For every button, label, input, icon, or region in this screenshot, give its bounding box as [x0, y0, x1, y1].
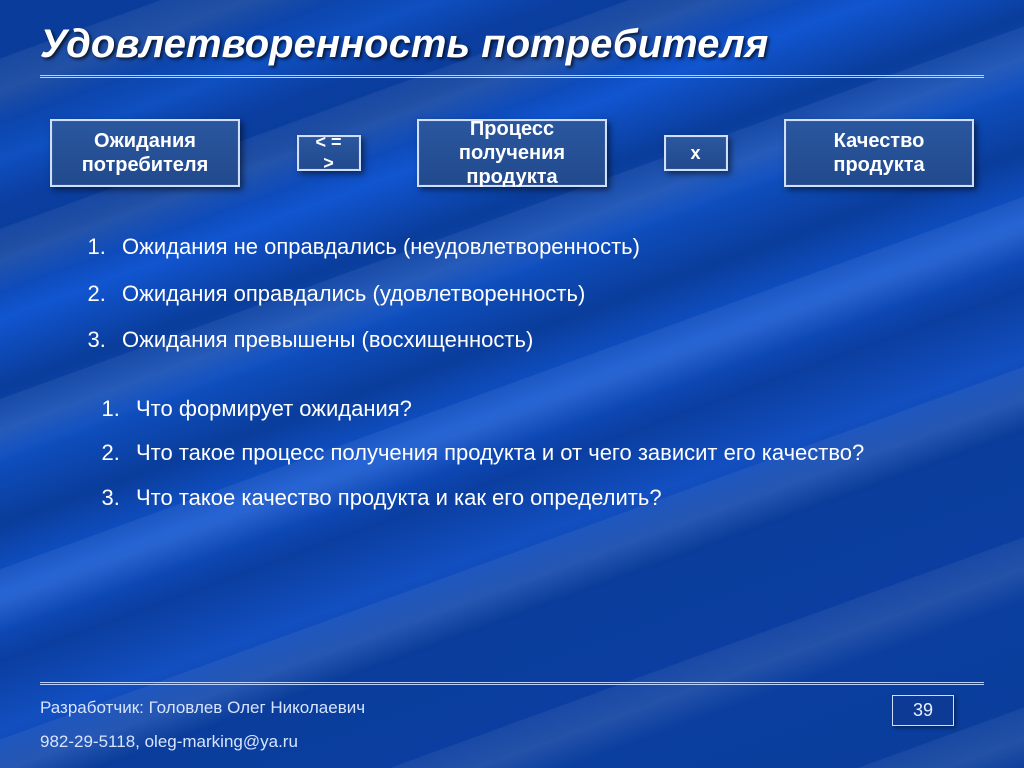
box-quality: Качество продукта — [784, 119, 974, 187]
list-item: Ожидания превышены (восхищенность) — [112, 326, 984, 355]
footer-author: Разработчик: Головлев Олег Николаевич — [40, 698, 984, 718]
box-operator-compare: < = > — [297, 135, 361, 171]
equation-row: Ожидания потребителя < = > Процесс получ… — [40, 119, 984, 187]
box-operator-times: x — [664, 135, 728, 171]
list-item: Что формирует ожидания? — [126, 395, 924, 424]
slide-title: Удовлетворенность потребителя — [40, 22, 984, 67]
footer: Разработчик: Головлев Олег Николаевич 98… — [40, 698, 984, 752]
slide: Удовлетворенность потребителя Ожидания п… — [0, 0, 1024, 768]
box-expectations: Ожидания потребителя — [50, 119, 240, 187]
questions-list: Что формирует ожидания? Что такое процес… — [40, 395, 984, 513]
outcomes-list: Ожидания не оправдались (неудовлетворенн… — [40, 233, 984, 355]
box-process: Процесс получения продукта — [417, 119, 607, 187]
footer-contact: 982-29-5118, oleg-marking@ya.ru — [40, 732, 984, 752]
page-number: 39 — [892, 695, 954, 726]
list-item: Ожидания не оправдались (неудовлетворенн… — [112, 233, 984, 262]
list-item: Что такое качество продукта и как его оп… — [126, 484, 924, 513]
title-rule — [40, 75, 984, 79]
footer-rule — [40, 682, 984, 686]
list-item: Что такое процесс получения продукта и о… — [126, 439, 924, 468]
list-item: Ожидания оправдались (удовлетворенность) — [112, 280, 984, 309]
